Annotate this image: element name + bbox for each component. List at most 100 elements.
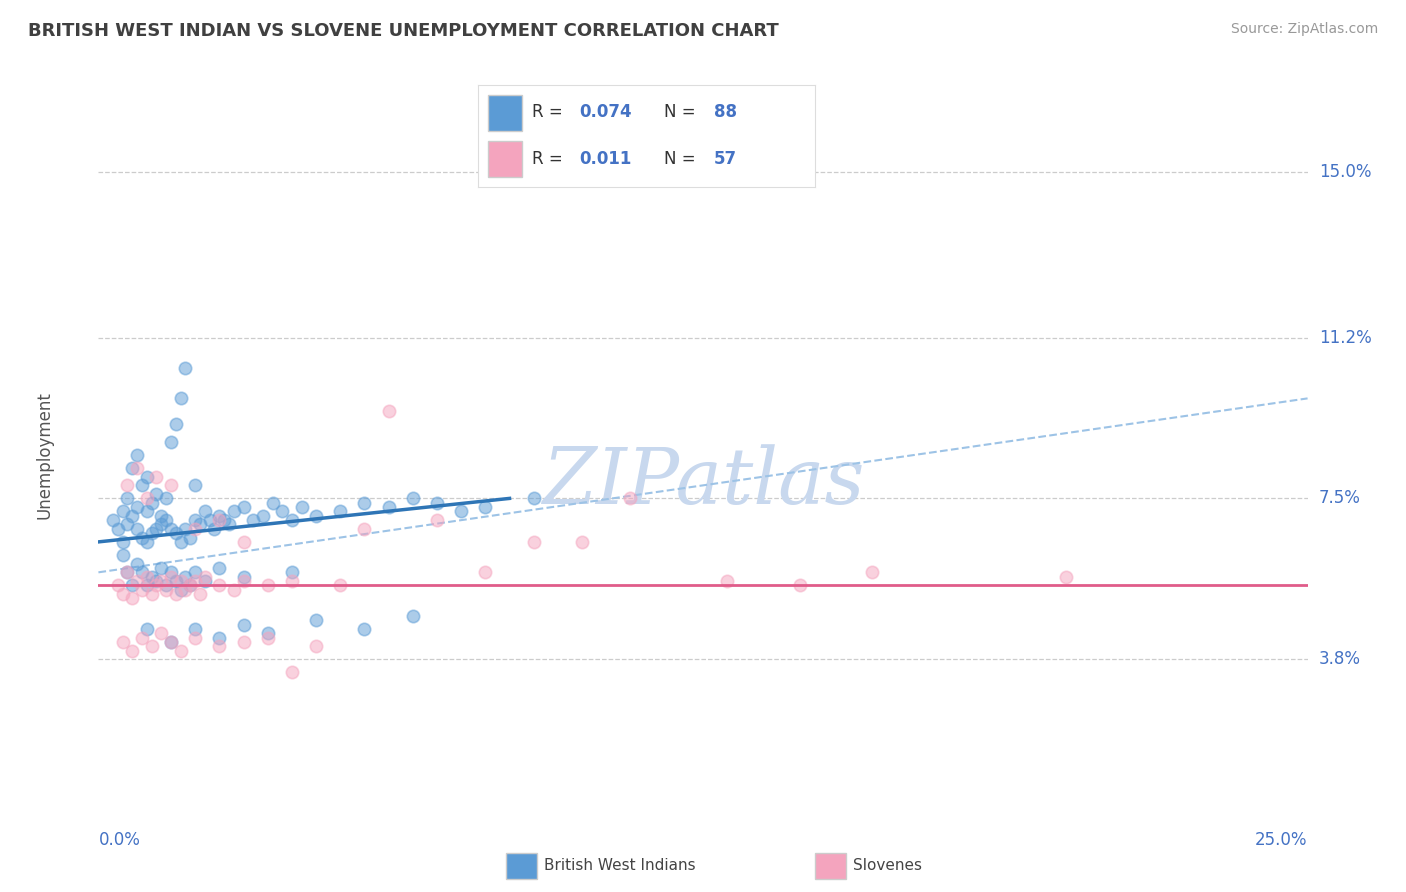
Text: 88: 88	[714, 103, 737, 121]
Point	[208, 578, 231, 592]
Text: Slovenes: Slovenes	[853, 858, 922, 873]
Point	[155, 491, 177, 506]
Point	[117, 566, 139, 580]
Point	[150, 508, 173, 523]
Point	[271, 504, 294, 518]
Point	[222, 504, 245, 518]
Point	[169, 643, 191, 657]
Point	[169, 534, 191, 549]
Point	[169, 582, 191, 597]
Point	[121, 643, 143, 657]
Text: 15.0%: 15.0%	[1319, 163, 1371, 181]
Point	[860, 566, 883, 580]
Point	[145, 574, 167, 588]
Point	[716, 574, 738, 588]
Point	[131, 582, 153, 597]
Point	[179, 578, 201, 592]
Point	[353, 522, 375, 536]
Point	[169, 574, 191, 588]
Point	[281, 566, 304, 580]
Point	[305, 613, 328, 627]
Point	[218, 517, 240, 532]
Text: 0.074: 0.074	[579, 103, 631, 121]
Point	[1054, 570, 1077, 584]
Point	[111, 635, 134, 649]
Point	[208, 631, 231, 645]
Point	[281, 513, 304, 527]
Point	[353, 496, 375, 510]
Point	[212, 513, 235, 527]
Point	[377, 500, 399, 514]
Point	[155, 582, 177, 597]
Point	[305, 508, 328, 523]
Point	[127, 522, 149, 536]
Point	[127, 461, 149, 475]
Point	[127, 574, 149, 588]
Point	[160, 566, 183, 580]
Text: 0.0%: 0.0%	[98, 830, 141, 848]
Point	[101, 513, 124, 527]
Point	[232, 534, 254, 549]
Point	[523, 491, 546, 506]
Text: Unemployment: Unemployment	[35, 391, 53, 519]
Point	[165, 526, 187, 541]
Point	[174, 522, 197, 536]
Point	[208, 639, 231, 653]
Point	[179, 578, 201, 592]
Point	[121, 461, 143, 475]
Point	[184, 513, 207, 527]
Point	[117, 478, 139, 492]
Point	[281, 574, 304, 588]
Point	[121, 508, 143, 523]
Point	[242, 513, 264, 527]
Point	[141, 526, 163, 541]
Text: 11.2%: 11.2%	[1319, 328, 1371, 346]
Point	[150, 574, 173, 588]
Point	[188, 587, 211, 601]
Point	[184, 631, 207, 645]
Point	[160, 522, 183, 536]
Text: 3.8%: 3.8%	[1319, 650, 1361, 668]
Point	[160, 635, 183, 649]
Text: N =: N =	[664, 150, 700, 168]
Point	[141, 496, 163, 510]
Point	[135, 622, 157, 636]
Point	[111, 534, 134, 549]
Text: Source: ZipAtlas.com: Source: ZipAtlas.com	[1230, 22, 1378, 37]
Point	[127, 448, 149, 462]
Point	[474, 566, 496, 580]
Point	[208, 508, 231, 523]
Point	[160, 570, 183, 584]
Point	[184, 478, 207, 492]
Point	[198, 513, 221, 527]
Point	[208, 561, 231, 575]
Point	[131, 566, 153, 580]
Point	[208, 513, 231, 527]
Point	[179, 531, 201, 545]
Point	[117, 566, 139, 580]
Point	[194, 574, 217, 588]
Point	[619, 491, 641, 506]
Point	[165, 574, 187, 588]
Point	[353, 622, 375, 636]
Point	[252, 508, 274, 523]
Point	[789, 578, 811, 592]
Point	[188, 517, 211, 532]
Point	[160, 434, 183, 449]
Point	[121, 578, 143, 592]
Point	[160, 635, 183, 649]
Point	[184, 622, 207, 636]
Point	[184, 566, 207, 580]
Point	[117, 491, 139, 506]
Point	[232, 617, 254, 632]
Point	[145, 469, 167, 483]
Point	[135, 570, 157, 584]
Point	[145, 578, 167, 592]
Point	[135, 578, 157, 592]
Text: 7.5%: 7.5%	[1319, 490, 1361, 508]
Point	[256, 578, 278, 592]
Point	[262, 496, 284, 510]
Point	[523, 534, 546, 549]
Point	[145, 522, 167, 536]
Point	[141, 570, 163, 584]
